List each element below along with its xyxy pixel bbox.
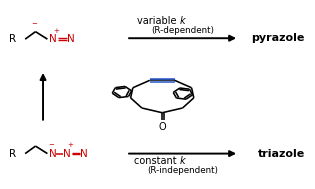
Text: N: N (80, 149, 88, 159)
Text: k: k (180, 156, 186, 166)
Text: (R-independent): (R-independent) (147, 166, 218, 175)
Text: pyrazole: pyrazole (251, 33, 305, 43)
Text: k: k (180, 16, 186, 26)
Text: triazole: triazole (258, 149, 305, 159)
Text: (R-dependent): (R-dependent) (151, 26, 214, 35)
Text: N: N (66, 34, 74, 44)
Text: N: N (49, 149, 57, 159)
Text: −: − (48, 142, 54, 148)
Text: +: + (67, 142, 73, 148)
Text: −: − (31, 21, 37, 27)
Text: +: + (53, 28, 59, 34)
Text: R: R (9, 34, 16, 44)
Text: constant: constant (134, 156, 180, 166)
Text: variable: variable (137, 16, 180, 26)
Text: N: N (49, 34, 57, 44)
Text: R: R (9, 149, 16, 159)
Text: N: N (63, 149, 71, 159)
Text: O: O (158, 122, 166, 132)
